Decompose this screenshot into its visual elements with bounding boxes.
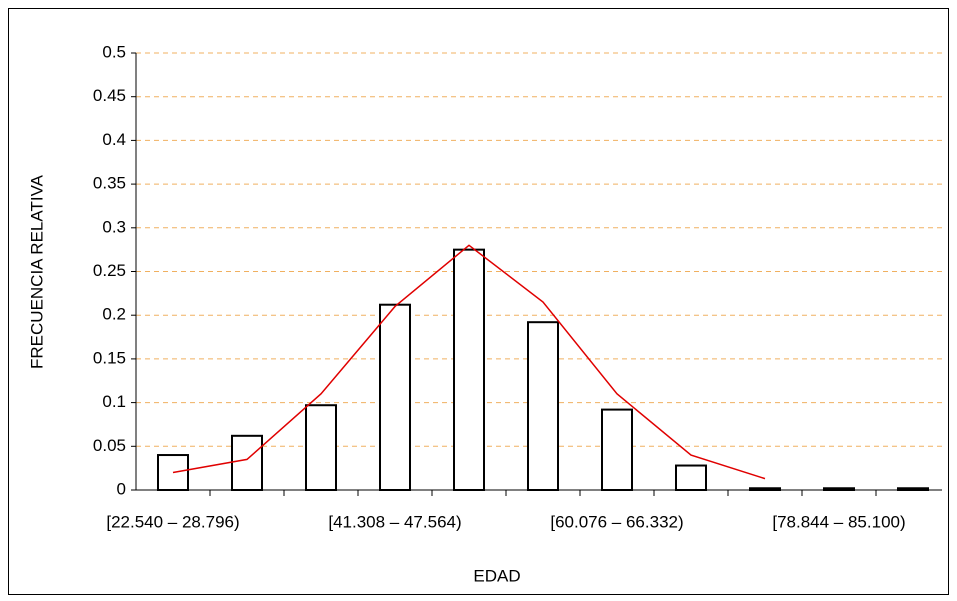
x-tick-label: [22.540 – 28.796) — [106, 512, 239, 531]
y-tick-label: 0.25 — [93, 261, 126, 280]
bar — [157, 454, 189, 492]
x-tick-label: [78.844 – 85.100) — [772, 512, 905, 531]
y-tick-label: 0.35 — [93, 174, 126, 193]
y-tick-label: 0.05 — [93, 436, 126, 455]
y-tick-label: 0.2 — [102, 305, 126, 324]
x-axis-title: EDAD — [473, 566, 520, 585]
x-tick-label: [60.076 – 66.332) — [550, 512, 683, 531]
y-tick-label: 0.5 — [102, 42, 126, 61]
y-axis-title: FRECUENCIA RELATIVA — [27, 174, 46, 369]
bar — [823, 487, 855, 492]
y-tick-label: 0.4 — [102, 130, 126, 149]
y-tick-label: 0.15 — [93, 348, 126, 367]
y-tick-label: 0 — [117, 479, 126, 498]
bar — [379, 303, 411, 491]
x-tick-label: [41.308 – 47.564) — [328, 512, 461, 531]
y-tick-label: 0.3 — [102, 217, 126, 236]
bar — [527, 321, 559, 491]
fit-curve — [172, 244, 766, 480]
bar — [453, 248, 485, 491]
y-tick-label: 0.45 — [93, 86, 126, 105]
bar — [231, 434, 263, 492]
bar — [675, 464, 707, 492]
y-tick-label: 0.1 — [102, 392, 126, 411]
bar — [749, 487, 781, 492]
bar — [601, 408, 633, 492]
bar — [897, 487, 929, 492]
bar — [305, 404, 337, 491]
